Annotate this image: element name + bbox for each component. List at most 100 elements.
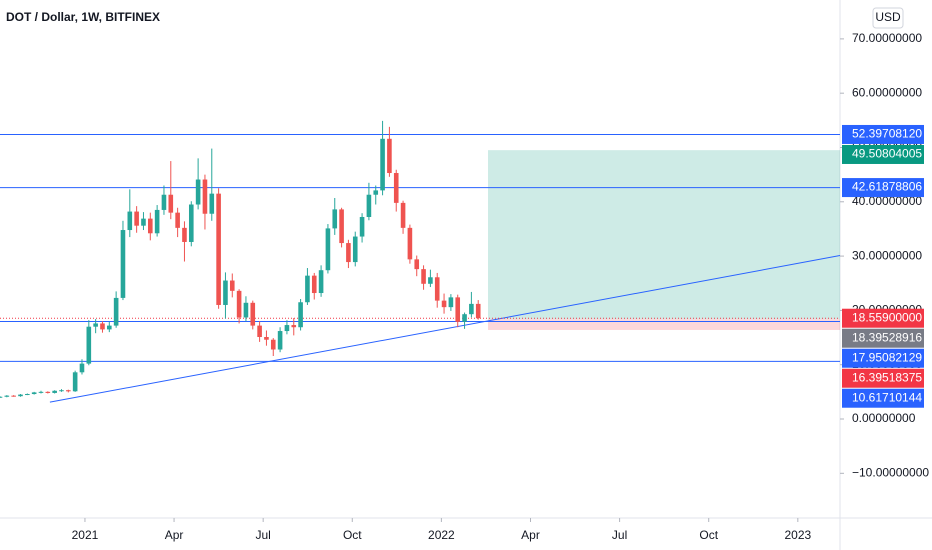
candle-body [86,326,92,364]
candle-body [209,193,215,214]
candle-body [161,194,167,210]
candle-body [236,290,242,318]
candle-body [469,303,474,315]
candle-body [346,243,351,263]
price-label-box [842,328,924,348]
x-tick-label: Jul [255,528,270,542]
candle-body [462,314,467,322]
candle-body [4,395,10,397]
candle-body [175,212,180,228]
candle-body [127,211,133,231]
x-tick-label: Oct [699,528,718,542]
y-tick-label: 60.00000000 [852,85,922,99]
candle-body [93,323,98,327]
candle-body [147,218,153,234]
candle-body [195,179,201,205]
candle-body [325,228,331,271]
candle-body [270,339,276,350]
price-label-box [842,178,924,198]
y-tick-label: 70.00000000 [852,31,922,45]
x-tick-label: Apr [521,528,540,542]
currency-label[interactable]: USD [875,10,901,24]
candle-body [141,218,146,226]
candle-body [291,325,297,328]
candle-body [407,227,413,260]
candle-body [475,303,481,319]
candle-body [455,297,461,322]
y-tick-label: 0.00000000 [852,411,916,425]
candle-body [277,331,283,350]
candle-body [400,202,406,228]
candle-body [59,390,64,392]
candle-body [387,138,392,174]
candle-body [448,297,454,308]
candle-body [373,190,379,195]
candle-body [18,394,23,397]
candle-body [339,209,344,244]
candle-body [393,173,399,203]
candle-body [257,325,262,338]
candle-body [229,280,235,291]
trendline [49,255,841,403]
candle-body [72,372,78,392]
price-label: 18.39528916 [852,330,922,344]
candle-body [120,230,126,298]
price-label: 52.39708120 [852,127,922,141]
price-label-box [842,308,924,328]
candle-body [298,302,303,328]
candle-body [66,390,71,392]
candle-body [434,277,440,301]
candle-body [45,391,51,393]
y-tick-label: 30.00000000 [852,248,922,262]
candle-body [38,391,44,393]
candle-body [154,209,160,234]
candle-body [352,236,358,263]
price-label: 17.95082129 [852,350,922,364]
candle-body [380,138,385,191]
x-tick-label: 2021 [72,528,99,542]
candle-body [332,209,338,229]
candle-body [182,227,187,242]
candle-body [79,363,85,373]
candle-body [25,394,30,396]
price-label-box [842,144,924,164]
candle-body [366,194,372,217]
candle-body [359,216,365,237]
candle-body [202,179,208,214]
price-label: 42.61878806 [852,180,922,194]
x-tick-label: 2023 [784,528,811,542]
y-tick-label: 40.00000000 [852,194,922,208]
x-tick-label: Jul [612,528,627,542]
chart-title: DOT / Dollar, 1W, BITFINEX [6,10,160,24]
x-tick-label: Apr [165,528,184,542]
candle-body [107,325,112,330]
candle-body [441,300,447,308]
price-label: 49.50804005 [852,147,922,161]
candle-body [318,270,324,294]
currency-button[interactable] [872,7,904,29]
candle-body [223,280,228,305]
x-tick-label: 2022 [428,528,455,542]
loss-zone [488,319,840,330]
candle-body [134,211,139,226]
price-label: 18.55900000 [852,310,922,324]
price-label-box [842,348,924,368]
candle-body [11,395,16,397]
candle-body [31,392,37,395]
candle-body [113,297,119,326]
x-tick-label: Oct [343,528,362,542]
candle-body [311,275,317,294]
candle-body [168,194,174,213]
candle-body [100,323,105,330]
candle-body [428,277,433,284]
candle-body [414,259,420,270]
candle-body [52,390,57,393]
price-label: 16.39518375 [852,370,922,384]
profit-zone [488,150,840,320]
candle-body [305,275,310,303]
candle-body [0,396,3,398]
candle-body [421,269,426,284]
candle-body [216,193,221,305]
candle-body [250,302,256,326]
price-label-box [842,124,924,144]
